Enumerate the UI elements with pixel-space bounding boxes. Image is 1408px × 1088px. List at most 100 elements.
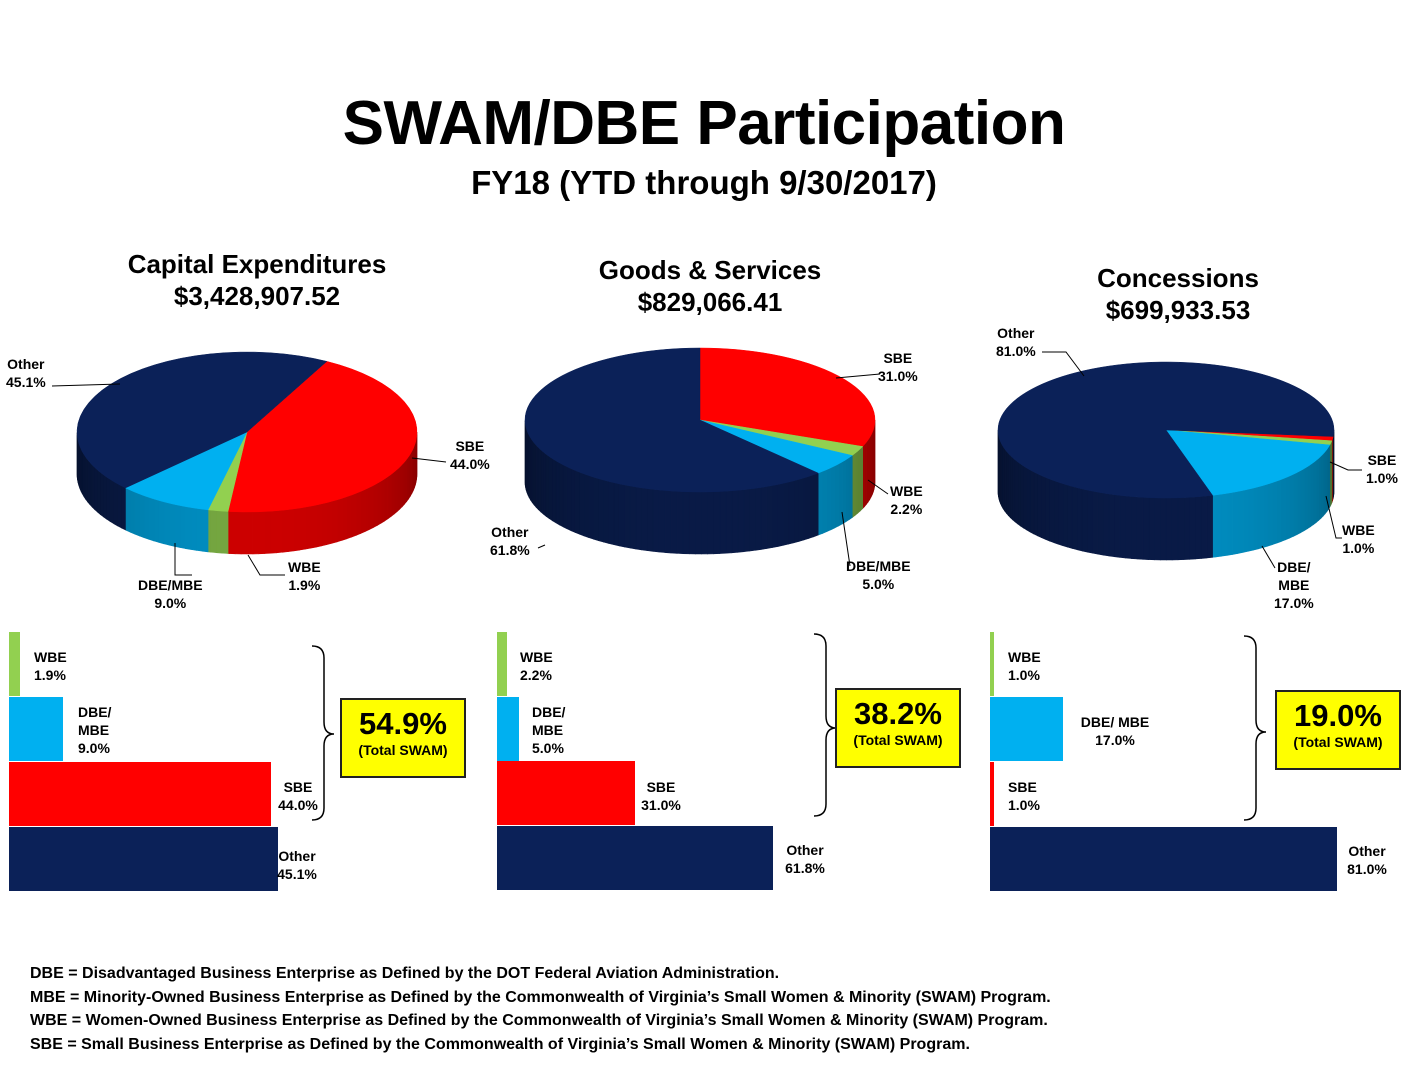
pie1-wbe-name: WBE [288,559,321,575]
pie-slice-other [524,347,819,493]
bar2-wbe-name: WBE [520,649,553,665]
bar1-wbe-name: WBE [34,649,67,665]
leader-line-other-2 [537,544,546,549]
bar-wbe [497,632,507,696]
pie2-other-value: 61.8% [490,542,530,558]
bar1-other-name: Other [278,848,316,864]
bar3-label-wbe: WBE 1.0% [1008,648,1041,684]
leader-line-dbe-2 [841,511,851,567]
bar2-dbe-value: 5.0% [532,740,564,756]
pie1-label-wbe: WBE 1.9% [288,558,321,594]
pie-slice-dbembe [124,431,248,511]
bar1-other-value: 45.1% [277,866,317,882]
bar3-label-dbe: DBE/ MBE 17.0% [1070,713,1160,749]
pie2-label-dbe: DBE/MBE 5.0% [846,557,911,593]
pie2-label-sbe: SBE 31.0% [878,349,918,385]
pie2-sbe-value: 31.0% [878,368,918,384]
pie1-label-dbe: DBE/MBE 9.0% [138,576,203,612]
bar3-wbe-name: WBE [1008,649,1041,665]
page-subtitle: FY18 (YTD through 9/30/2017) [471,164,937,201]
total-swam-caption-3: (Total SWAM) [1293,734,1383,750]
pie3-label-sbe: SBE 1.0% [1366,451,1398,487]
pie1-label-other: Other 45.1% [6,355,46,391]
bar2-label-dbe: DBE/ MBE 5.0% [532,703,565,757]
pie-slice-dbembe [1165,429,1331,496]
bar1-sbe-name: SBE [283,779,313,795]
bar1-wbe-value: 1.9% [34,667,66,683]
page-title: SWAM/DBE Participation [342,89,1066,158]
chart-2-name: Goods & Services [598,255,822,285]
pie-chart-capital-expenditures [76,351,418,555]
definition-dbe: DBE = Disadvantaged Business Enterprise … [30,965,780,982]
bar-dbembe [497,697,520,761]
leader-line-other-1 [51,383,121,387]
pie1-dbe-name: DBE/MBE [138,577,203,593]
bar3-dbe-name: DBE/ MBE [1080,714,1150,730]
brace-1 [311,645,335,821]
pie1-sbe-name: SBE [455,438,485,454]
bar1-label-wbe: WBE 1.9% [34,648,67,684]
pie1-sbe-value: 44.0% [450,456,490,472]
pie2-wbe-value: 2.2% [890,501,923,517]
bar3-dbe-value: 17.0% [1095,732,1135,748]
bar3-label-sbe: SBE 1.0% [1008,778,1040,814]
pie2-dbe-name: DBE/MBE [846,558,911,574]
chart-1-name: Capital Expenditures [127,249,387,279]
pie1-other-value: 45.1% [6,374,46,390]
bar3-wbe-value: 1.0% [1008,667,1040,683]
pie3-other-value: 81.0% [996,343,1036,359]
chart-1-title: Capital Expenditures $3,428,907.52 [97,248,417,312]
bar3-other-name: Other [1348,843,1386,859]
pie2-label-other: Other 61.8% [490,523,530,559]
pie3-dbe-value: 17.0% [1274,595,1314,611]
bar-other [9,827,278,891]
leader-line-other-3 [1042,351,1085,377]
chart-1-amount: $3,428,907.52 [173,281,341,311]
pie-chart-concessions [997,361,1335,561]
chart-3-title: Concessions $699,933.53 [1018,262,1338,326]
bar1-dbe-name-line1: DBE/ [78,704,112,720]
pie-slice-other [997,361,1335,499]
definitions-list: DBE = Disadvantaged Business Enterprise … [30,962,1051,1056]
bar-other [497,826,773,890]
pie3-wbe-name: WBE [1342,522,1375,538]
total-swam-box-2: 38.2% (Total SWAM) [835,688,961,768]
bar2-sbe-value: 31.0% [641,797,681,813]
total-swam-value-1: 54.9% [359,706,447,741]
bar2-sbe-name: SBE [646,779,676,795]
pie3-wbe-value: 1.0% [1342,540,1375,556]
bar2-dbe-name-line2: MBE [532,722,564,738]
bar1-sbe-value: 44.0% [278,797,318,813]
pie2-dbe-value: 5.0% [862,576,895,592]
pie3-dbe-name-line1: DBE/ [1277,559,1311,575]
chart-3-amount: $699,933.53 [1105,295,1251,325]
leader-line-dbe-3 [1261,545,1276,569]
bar-wbe [9,632,21,696]
leader-line-sbe-3 [1329,461,1362,471]
bar1-label-dbe: DBE/ MBE 9.0% [78,703,111,757]
chart-2-title: Goods & Services $829,066.41 [550,254,870,318]
bar2-other-name: Other [786,842,824,858]
bar-sbe [497,761,636,825]
leader-line-sbe-1 [411,457,447,463]
bar3-sbe-value: 1.0% [1008,797,1040,813]
bar-sbe [9,762,272,826]
leader-line-dbe-1 [174,543,192,576]
leader-line-wbe-2 [867,479,889,495]
pie1-dbe-value: 9.0% [154,595,187,611]
total-swam-value-3: 19.0% [1294,698,1382,733]
pie1-other-name: Other [7,356,45,372]
bar-dbembe [9,697,63,761]
pie2-wbe-name: WBE [890,483,923,499]
total-swam-value-2: 38.2% [854,696,942,731]
pie-slice-sbe [227,361,418,513]
bar-other [990,827,1338,891]
bar1-dbe-value: 9.0% [78,740,110,756]
pie3-sbe-value: 1.0% [1366,470,1398,486]
pie2-other-name: Other [491,524,529,540]
definition-sbe: SBE = Small Business Enterprise as Defin… [30,1035,970,1053]
leader-line-sbe-2 [835,373,881,379]
bar2-label-sbe: SBE 31.0% [636,778,686,814]
total-swam-box-3: 19.0% (Total SWAM) [1275,690,1401,770]
